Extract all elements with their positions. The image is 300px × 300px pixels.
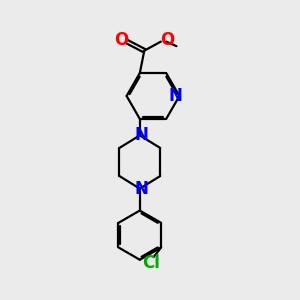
Text: O: O (160, 31, 174, 49)
Text: Cl: Cl (142, 254, 160, 272)
Text: N: N (134, 180, 148, 198)
Text: N: N (134, 126, 148, 144)
Text: N: N (168, 87, 182, 105)
Text: O: O (114, 31, 128, 49)
